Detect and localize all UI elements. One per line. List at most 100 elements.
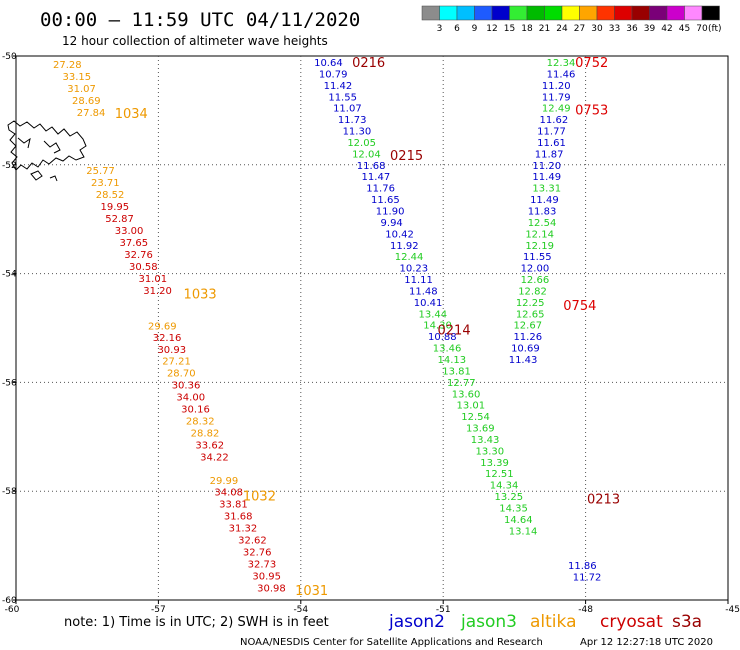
colorbar-swatch — [631, 5, 650, 21]
colorbar-label: 9 — [472, 24, 478, 34]
pass-time-label: 1033 — [184, 288, 217, 303]
colorbar-swatch — [526, 5, 545, 21]
data-point-label: 12.25 — [516, 298, 545, 309]
data-point-label: 14.13 — [438, 355, 467, 366]
grid-lines — [16, 56, 728, 600]
x-tick-label: -45 — [725, 605, 740, 615]
data-point-label: 11.20 — [542, 81, 571, 92]
x-tick-label: -57 — [151, 605, 166, 615]
series-jason2: 10.6410.7911.4211.5511.0711.7311.3011.68… — [314, 58, 601, 584]
data-point-label: 11.65 — [371, 195, 400, 206]
data-point-label: 19.95 — [100, 202, 129, 213]
data-point-label: 12.67 — [513, 321, 542, 332]
pass-time-label: 0752 — [575, 56, 608, 71]
data-point-label: 11.79 — [542, 92, 571, 103]
y-tick-label: -60 — [2, 596, 17, 606]
data-point-label: 11.47 — [362, 172, 391, 183]
data-point-label: 27.28 — [53, 60, 82, 71]
data-point-label: 13.39 — [480, 458, 509, 469]
data-point-label: 12.49 — [542, 104, 571, 115]
colorbar-label: 36 — [626, 24, 638, 34]
colorbar-swatch — [456, 5, 475, 21]
data-point-label: 37.65 — [119, 238, 148, 249]
data-point-label: 30.58 — [129, 262, 158, 273]
data-point-label: 34.00 — [176, 393, 205, 404]
colorbar-label: 27 — [574, 24, 585, 34]
data-point-label: 32.73 — [248, 560, 277, 571]
data-point-label: 30.95 — [252, 572, 281, 583]
legend-s3a: s3a — [672, 612, 702, 632]
data-point-label: 12.34 — [547, 58, 576, 69]
colorbar-label: 45 — [679, 24, 690, 34]
data-point-label: 31.20 — [143, 286, 172, 297]
pass-time-label: 1031 — [295, 584, 328, 599]
data-point-label: 11.92 — [390, 241, 419, 252]
data-point-label: 28.32 — [186, 416, 215, 427]
data-point-label: 11.55 — [523, 252, 552, 263]
data-point-label: 31.68 — [224, 512, 253, 523]
pass-time-labels: 0216 0215 0214 0752 0753 0754 0213 1034 1033 1032… — [115, 56, 620, 599]
data-point-label: 13.14 — [509, 526, 538, 537]
data-point-label: 13.01 — [456, 401, 485, 412]
data-point-label: 13.81 — [442, 366, 471, 377]
colorbar-label: 70 — [696, 24, 708, 34]
data-point-label: 11.46 — [547, 69, 576, 80]
y-tick-label: -54 — [2, 270, 17, 280]
data-point-label: 34.22 — [200, 452, 229, 463]
y-tick-label: -58 — [2, 487, 17, 497]
data-point-label: 11.07 — [333, 104, 362, 115]
pass-time-label: 0214 — [438, 324, 471, 339]
x-tick-label: -54 — [293, 605, 308, 615]
y-tick-label: -52 — [2, 161, 17, 171]
y-tick-label: -56 — [2, 378, 17, 388]
data-point-label: 13.46 — [433, 344, 462, 355]
data-point-label: 11.20 — [532, 161, 561, 172]
pass-time-label: 0754 — [563, 299, 596, 314]
colorbar-swatch — [649, 5, 668, 21]
colorbar-swatch — [439, 5, 458, 21]
data-point-label: 12.00 — [521, 264, 550, 275]
data-point-label: 23.71 — [91, 178, 120, 189]
data-point-label: 11.61 — [537, 138, 566, 149]
data-point-label: 30.98 — [257, 583, 286, 594]
legend-altika: altika — [530, 612, 577, 632]
page-title: 00:00 – 11:59 UTC 04/11/2020 — [40, 9, 360, 31]
colorbar-swatch — [684, 5, 703, 21]
data-point-label: 11.62 — [540, 115, 569, 126]
swh-data-points: 10.6410.7911.4211.5511.0711.7311.3011.68… — [53, 58, 601, 595]
data-point-label: 33.15 — [63, 72, 92, 83]
colorbar-unit: (ft) — [708, 24, 722, 34]
data-point-label: 9.94 — [381, 218, 403, 229]
colorbar-label: 12 — [486, 24, 497, 34]
data-point-label: 12.77 — [447, 378, 476, 389]
data-point-label: 11.68 — [357, 161, 386, 172]
x-tick-label: -60 — [5, 605, 20, 615]
legend-cryosat: cryosat — [600, 612, 663, 632]
data-point-label: 31.07 — [67, 84, 96, 95]
data-point-label: 11.90 — [376, 206, 405, 217]
data-point-label: 10.41 — [414, 298, 443, 309]
colorbar-label: 3 — [437, 24, 443, 34]
legend-jason3: jason3 — [460, 612, 517, 632]
data-point-label: 11.86 — [568, 561, 597, 572]
data-point-label: 10.42 — [385, 229, 414, 240]
data-point-label: 33.00 — [115, 226, 144, 237]
data-point-label: 12.04 — [352, 149, 381, 160]
data-point-label: 10.88 — [428, 332, 457, 343]
data-point-label: 11.73 — [338, 115, 367, 126]
data-point-label: 13.25 — [494, 492, 523, 503]
data-point-label: 11.83 — [528, 206, 557, 217]
pass-time-label: 1032 — [243, 490, 276, 505]
data-point-label: 11.87 — [535, 149, 564, 160]
data-point-label: 13.31 — [532, 184, 561, 195]
data-point-label: 32.16 — [153, 333, 182, 344]
coastline-falkland-islands — [7, 120, 87, 182]
data-point-label: 11.42 — [324, 81, 353, 92]
data-point-label: 12.54 — [528, 218, 557, 229]
pass-time-label: 0215 — [390, 149, 423, 164]
data-point-label: 33.81 — [219, 500, 248, 511]
colorbar-swatch — [544, 5, 563, 21]
data-point-label: 12.19 — [525, 241, 554, 252]
